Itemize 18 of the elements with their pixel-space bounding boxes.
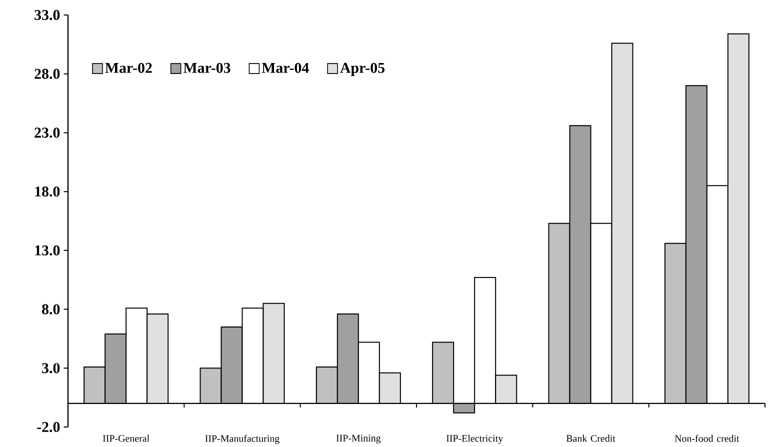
x-tick-label: Non-food credit xyxy=(674,434,740,442)
x-tick-label: IIP-Manufacturing xyxy=(205,434,280,444)
y-tick-label: 3.0 xyxy=(42,363,60,374)
legend-label: Mar-03 xyxy=(183,62,230,73)
y-tick-label: 33.0 xyxy=(34,10,60,20)
x-tick-label: IIP-Electricity xyxy=(446,434,504,444)
y-tick-label: 18.0 xyxy=(35,186,60,197)
y-tick-label: 13.0 xyxy=(35,245,60,256)
x-tick-label: IIP-Mining xyxy=(336,434,381,444)
y-tick-label: 8.0 xyxy=(42,304,60,314)
legend-label: Mar-04 xyxy=(262,62,309,73)
y-tick-label: -2.0 xyxy=(37,422,60,432)
y-tick-label: 28.0 xyxy=(34,68,60,79)
legend-label: Apr-05 xyxy=(340,62,385,76)
x-tick-label: IIP-General xyxy=(102,434,150,442)
x-tick-label: Bank Credit xyxy=(566,434,616,442)
legend-label: Mar-02 xyxy=(105,62,152,73)
y-tick-label: 23.0 xyxy=(34,128,60,138)
